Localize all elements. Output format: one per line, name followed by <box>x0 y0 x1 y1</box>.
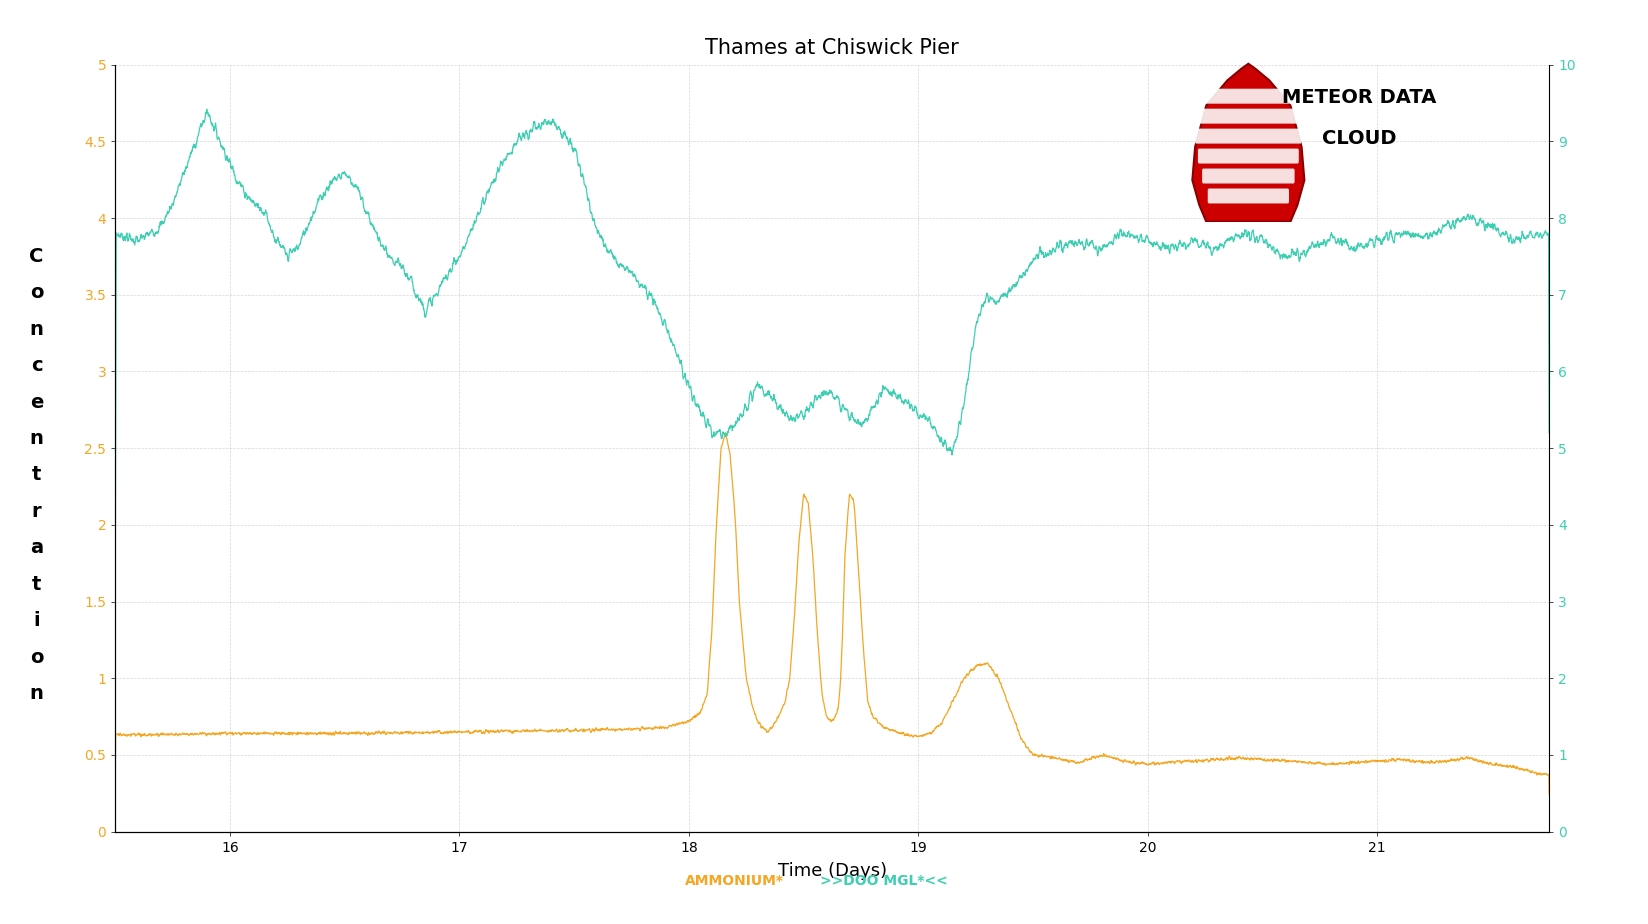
FancyBboxPatch shape <box>1208 188 1289 203</box>
Text: t: t <box>31 575 41 594</box>
Text: o: o <box>30 648 43 666</box>
Text: r: r <box>31 502 41 521</box>
Text: n: n <box>30 684 43 703</box>
Text: c: c <box>31 356 43 375</box>
Text: o: o <box>30 284 43 302</box>
Polygon shape <box>1192 64 1304 222</box>
FancyBboxPatch shape <box>1195 128 1302 143</box>
FancyBboxPatch shape <box>1193 109 1304 124</box>
Text: a: a <box>30 539 43 557</box>
X-axis label: Time (Days): Time (Days) <box>778 861 887 880</box>
Text: t: t <box>31 466 41 484</box>
Text: METEOR DATA: METEOR DATA <box>1282 88 1437 106</box>
Text: e: e <box>30 393 43 411</box>
FancyBboxPatch shape <box>1196 89 1300 103</box>
Title: Thames at Chiswick Pier: Thames at Chiswick Pier <box>705 38 959 57</box>
Text: n: n <box>30 429 43 448</box>
FancyBboxPatch shape <box>1201 168 1295 184</box>
Text: i: i <box>33 611 40 630</box>
Text: AMMONIUM*: AMMONIUM* <box>686 874 784 888</box>
Text: n: n <box>30 320 43 339</box>
Text: CLOUD: CLOUD <box>1322 129 1398 148</box>
FancyBboxPatch shape <box>1198 149 1299 164</box>
Text: C: C <box>30 247 44 266</box>
Text: >>DOO MGL*<<: >>DOO MGL*<< <box>821 874 948 888</box>
